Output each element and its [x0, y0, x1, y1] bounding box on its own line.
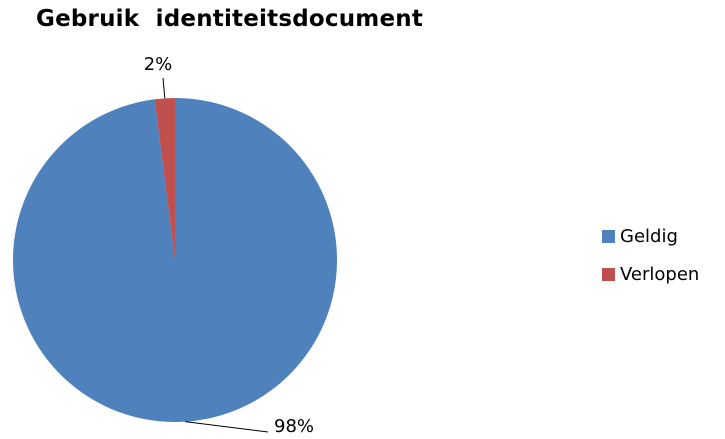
pie-slice-verlopen [154, 98, 175, 260]
data-label-verlopen: 2% [144, 54, 173, 75]
legend-swatch-verlopen [602, 267, 615, 281]
legend-item-geldig: Geldig [602, 224, 699, 248]
pie-slice-geldig [13, 98, 338, 422]
data-label-geldig: 98% [274, 416, 314, 437]
chart-title: Gebruik identiteitsdocument [36, 6, 424, 32]
leader-line-verlopen [162, 77, 166, 99]
legend-label-geldig: Geldig [620, 225, 678, 247]
leader-line-geldig [185, 421, 269, 433]
chart-legend: Geldig Verlopen [602, 224, 699, 300]
legend-item-verlopen: Verlopen [602, 262, 699, 286]
legend-label-verlopen: Verlopen [620, 263, 700, 285]
legend-swatch-geldig [602, 229, 615, 243]
